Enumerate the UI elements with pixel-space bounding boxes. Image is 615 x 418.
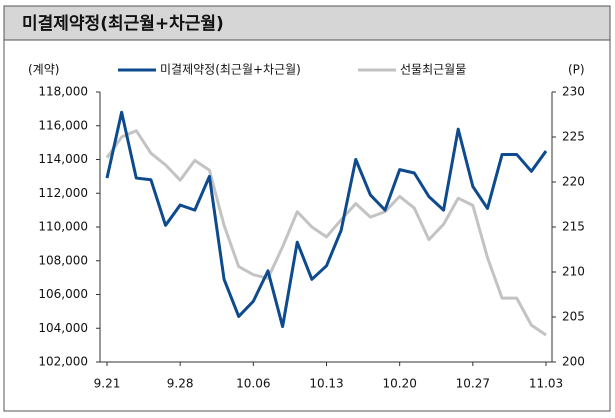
y2-tick-label: 200 — [562, 355, 585, 369]
y-tick-label: 112,000 — [38, 186, 88, 200]
y2-axis-label: (P) — [568, 63, 585, 77]
x-tick-label: 10.27 — [456, 377, 490, 391]
x-tick-label: 9.21 — [94, 377, 121, 391]
y2-tick-label: 215 — [562, 220, 585, 234]
x-tick-label: 9.28 — [167, 377, 194, 391]
y-tick-label: 110,000 — [38, 220, 88, 234]
x-tick-label: 10.06 — [236, 377, 270, 391]
x-tick-label: 10.13 — [309, 377, 343, 391]
y-tick-label: 114,000 — [38, 152, 88, 166]
y2-tick-label: 220 — [562, 175, 585, 189]
y-tick-label: 116,000 — [38, 118, 88, 132]
y-tick-label: 102,000 — [38, 355, 88, 369]
y-tick-label: 118,000 — [38, 85, 88, 99]
series-line — [105, 129, 547, 337]
x-tick-label: 10.20 — [382, 377, 416, 391]
y2-tick-label: 225 — [562, 130, 585, 144]
y2-tick-label: 210 — [562, 265, 585, 279]
y-tick-label: 104,000 — [38, 321, 88, 335]
chart-title: 미결제약정(최근월+차근월) — [22, 13, 224, 34]
series-line — [105, 110, 548, 329]
y2-tick-label: 205 — [562, 310, 585, 324]
legend-label: 선물최근월물 — [400, 63, 466, 77]
y-tick-label: 108,000 — [38, 253, 88, 267]
y-axis-label: (계약) — [28, 62, 59, 77]
legend-label: 미결제약정(최근월+차근월) — [160, 62, 301, 77]
frame — [3, 5, 611, 412]
title-bar — [3, 5, 611, 41]
y-tick-label: 106,000 — [38, 287, 88, 301]
x-tick-label: 11.03 — [529, 377, 563, 391]
y2-tick-label: 230 — [562, 85, 585, 99]
